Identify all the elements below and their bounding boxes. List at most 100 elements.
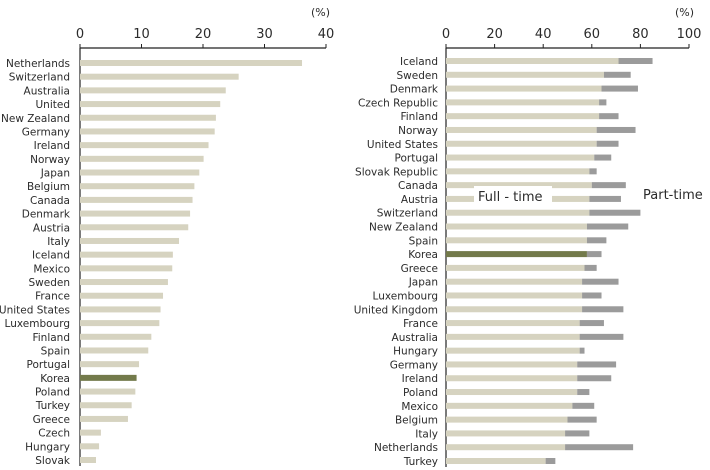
- bar-belgium: [80, 183, 195, 190]
- category-label: Portugal: [27, 359, 71, 371]
- category-label: United Kingdom: [354, 304, 438, 316]
- bar-luxembourg-full-time: [446, 292, 583, 299]
- category-label: Mexico: [33, 263, 70, 275]
- category-label: Austria: [33, 222, 70, 234]
- bar-switzerland: [80, 73, 239, 80]
- bar-sweden-full-time: [446, 71, 604, 78]
- bar-sweden: [80, 279, 168, 286]
- bar-belgium-part-time: [567, 416, 597, 423]
- bar-czech-republic-full-time: [446, 99, 600, 106]
- bar-australia: [80, 87, 226, 94]
- bar-greece: [80, 415, 128, 422]
- category-label: France: [35, 291, 70, 303]
- bar-portugal-part-time: [594, 154, 612, 161]
- category-label: Mexico: [401, 401, 438, 413]
- category-label: Turkey: [35, 400, 70, 412]
- bar-hungary-part-time: [579, 347, 585, 354]
- bar-turkey: [80, 402, 132, 409]
- bar-mexico-part-time: [572, 402, 595, 409]
- category-label: Italy: [415, 428, 438, 440]
- bar-greece-part-time: [584, 264, 597, 271]
- category-label: Spain: [409, 235, 438, 247]
- bar-united: [80, 101, 221, 108]
- bar-belgium-full-time: [446, 416, 568, 423]
- x-tick-label: 0: [442, 27, 450, 42]
- bar-spain-part-time: [586, 237, 607, 244]
- bar-luxembourg: [80, 320, 160, 327]
- category-label: Netherlands: [6, 58, 70, 70]
- category-label: Korea: [40, 373, 70, 385]
- bar-spain-full-time: [446, 237, 587, 244]
- category-label: France: [403, 318, 438, 330]
- chart-panel-1: (%) 0 10 20 30 40 Netherlands SwitzerlandAustra…: [0, 6, 334, 467]
- category-label: Iceland: [400, 56, 438, 68]
- bar-portugal-full-time: [446, 154, 595, 161]
- bar-poland: [80, 388, 136, 395]
- bar-hungary: [80, 443, 100, 450]
- category-label: Belgium: [27, 181, 70, 193]
- unit-label: (%): [675, 6, 694, 19]
- category-label: Czech Republic: [358, 97, 438, 109]
- category-label: Turkey: [403, 456, 438, 468]
- category-label: Czech: [38, 428, 70, 440]
- category-label: Ireland: [34, 140, 70, 152]
- bar-turkey-full-time: [446, 458, 546, 464]
- bar-denmark: [80, 210, 191, 217]
- x-tick-label: 80: [632, 27, 649, 42]
- full-time-label-bg: [474, 186, 552, 206]
- x-tick-label: 30: [256, 27, 273, 42]
- bar-turkey-part-time: [545, 458, 556, 464]
- category-label: Japan: [40, 168, 70, 180]
- bar-ireland: [80, 142, 209, 149]
- series-label-full-time: Full - time: [478, 190, 543, 205]
- unit-label: (%): [311, 6, 330, 19]
- category-label: Switzerland: [9, 72, 70, 84]
- bar-germany-full-time: [446, 361, 578, 368]
- bar-hungary-full-time: [446, 347, 580, 354]
- bar-denmark-part-time: [601, 85, 638, 92]
- x-tick-label: 20: [486, 27, 503, 42]
- bar-luxembourg-part-time: [582, 292, 602, 299]
- bar-australia-part-time: [579, 333, 624, 340]
- bar-united-kingdom-full-time: [446, 306, 583, 313]
- category-label: Australia: [24, 85, 70, 97]
- bar-norway-full-time: [446, 126, 597, 133]
- category-label: Sweden: [397, 70, 439, 82]
- x-tick-label: 20: [195, 27, 212, 42]
- category-label: Canada: [398, 180, 438, 192]
- bar-new-zealand-full-time: [446, 223, 587, 230]
- category-label: United States: [367, 139, 438, 151]
- category-label: New Zealand: [1, 113, 70, 125]
- bar-norway: [80, 155, 204, 162]
- bar-france: [80, 292, 164, 299]
- bar-united-kingdom-part-time: [582, 306, 624, 313]
- x-tick-label: 0: [76, 27, 84, 42]
- x-tick-label: 40: [535, 27, 552, 42]
- bar-slovak-republic-full-time: [446, 168, 590, 175]
- category-label: New Zealand: [369, 222, 438, 234]
- category-label: Germany: [390, 359, 438, 371]
- category-label: Greece: [33, 414, 70, 426]
- bar-netherlands-full-time: [446, 444, 566, 451]
- x-tick-label: 60: [584, 27, 601, 42]
- category-label: Luxembourg: [373, 290, 438, 302]
- bar-japan-part-time: [582, 278, 619, 285]
- category-label: Luxembourg: [5, 318, 70, 330]
- bar-canada-full-time: [446, 182, 592, 189]
- category-label: Slovak: [35, 455, 71, 467]
- bar-sweden-part-time: [603, 71, 631, 78]
- category-label: Australia: [392, 332, 438, 344]
- bar-netherlands-part-time: [565, 444, 634, 451]
- category-label: Norway: [30, 154, 70, 166]
- category-label: United: [36, 99, 71, 111]
- category-label: Slovak Republic: [355, 166, 438, 178]
- bar-germany-part-time: [577, 361, 617, 368]
- bar-finland: [80, 333, 152, 340]
- bar-italy: [80, 237, 180, 244]
- category-label: Netherlands: [374, 442, 438, 454]
- bar-italy-part-time: [565, 430, 590, 437]
- bar-italy-full-time: [446, 430, 566, 437]
- category-label: Hungary: [393, 346, 438, 358]
- bar-mexico: [80, 265, 173, 272]
- chart-panel-2: (%) 0 20 40 60 80 100 Iceland Sweden DenmarkCzech…: [354, 6, 703, 468]
